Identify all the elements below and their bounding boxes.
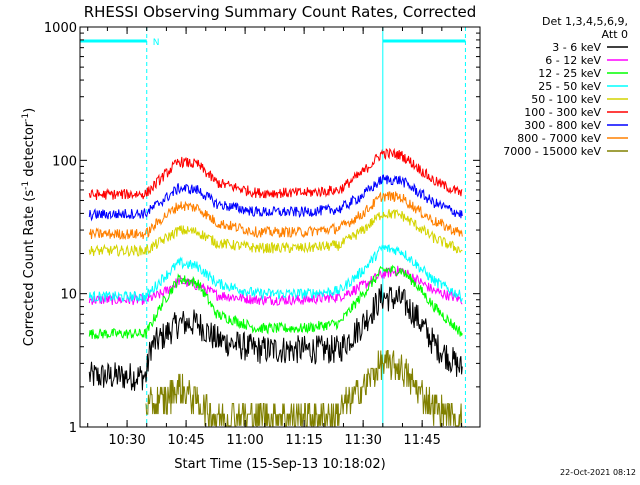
legend-label: 25 - 50 keV bbox=[538, 80, 601, 93]
legend-label: 50 - 100 keV bbox=[531, 93, 601, 106]
timestamp-label: 22-Oct-2021 08:12 bbox=[560, 468, 636, 477]
x-tick-label: 10:45 bbox=[167, 433, 204, 448]
x-axis-label: Start Time (15-Sep-13 10:18:02) bbox=[174, 457, 385, 472]
legend-label: 100 - 300 keV bbox=[524, 106, 601, 119]
legend-label: 800 - 7000 keV bbox=[517, 132, 601, 145]
y-axis-label-part: detector bbox=[22, 121, 37, 181]
y-axis-label: Corrected Count Rate (s-1 detector-1) bbox=[21, 108, 37, 346]
series-50-100-keV bbox=[88, 209, 463, 257]
y-tick-label: 1 bbox=[69, 421, 77, 436]
series-12-25-keV bbox=[88, 264, 463, 340]
series-lines bbox=[88, 147, 463, 427]
legend-header-attenuator: Att 0 bbox=[602, 28, 628, 41]
plot-frame bbox=[79, 26, 481, 428]
x-tick-label: 11:15 bbox=[285, 433, 322, 448]
legend-label: 6 - 12 keV bbox=[545, 54, 601, 67]
series-line bbox=[88, 244, 463, 304]
legend-label: 300 - 800 keV bbox=[524, 119, 601, 132]
series-100-300-keV bbox=[88, 147, 463, 201]
night-marker-label: N bbox=[153, 38, 160, 48]
y-axis-label-part: ) bbox=[22, 108, 37, 113]
legend-label: 3 - 6 keV bbox=[552, 41, 601, 54]
chart-title: RHESSI Observing Summary Count Rates, Co… bbox=[84, 3, 477, 21]
y-axis-label-exponent: -1 bbox=[21, 113, 31, 122]
series-300-800-keV bbox=[88, 174, 463, 222]
series-7000-15000-keV bbox=[145, 350, 463, 427]
y-tick-label: 100 bbox=[52, 154, 77, 169]
series-3-6-keV bbox=[88, 284, 463, 391]
series-25-50-keV bbox=[88, 244, 463, 304]
legend-label: 7000 - 15000 keV bbox=[503, 145, 601, 158]
y-tick-label: 1000 bbox=[44, 21, 77, 36]
y-axis-label-exponent: -1 bbox=[21, 181, 31, 190]
x-tick-label: 10:30 bbox=[108, 433, 145, 448]
series-line bbox=[88, 284, 463, 391]
legend-header-detectors: Det 1,3,4,5,6,9, bbox=[542, 15, 628, 28]
y-axis-label-part: Corrected Count Rate (s bbox=[22, 190, 37, 347]
series-line bbox=[88, 209, 463, 257]
series-line bbox=[88, 147, 463, 201]
series-line bbox=[88, 264, 463, 340]
legend-label: 12 - 25 keV bbox=[538, 67, 601, 80]
axis-ticks: 10:30 10:45 11:00 11:15 11:30 11:45 1 10 100 1000 bbox=[44, 21, 480, 448]
x-tick-label: 11:00 bbox=[226, 433, 263, 448]
x-tick-label: 11:30 bbox=[344, 433, 381, 448]
x-tick-label: 11:45 bbox=[403, 433, 440, 448]
series-800-7000-keV bbox=[88, 191, 463, 241]
series-line bbox=[88, 191, 463, 241]
series-line bbox=[145, 350, 463, 427]
series-line bbox=[88, 174, 463, 222]
y-tick-label: 10 bbox=[60, 288, 77, 303]
